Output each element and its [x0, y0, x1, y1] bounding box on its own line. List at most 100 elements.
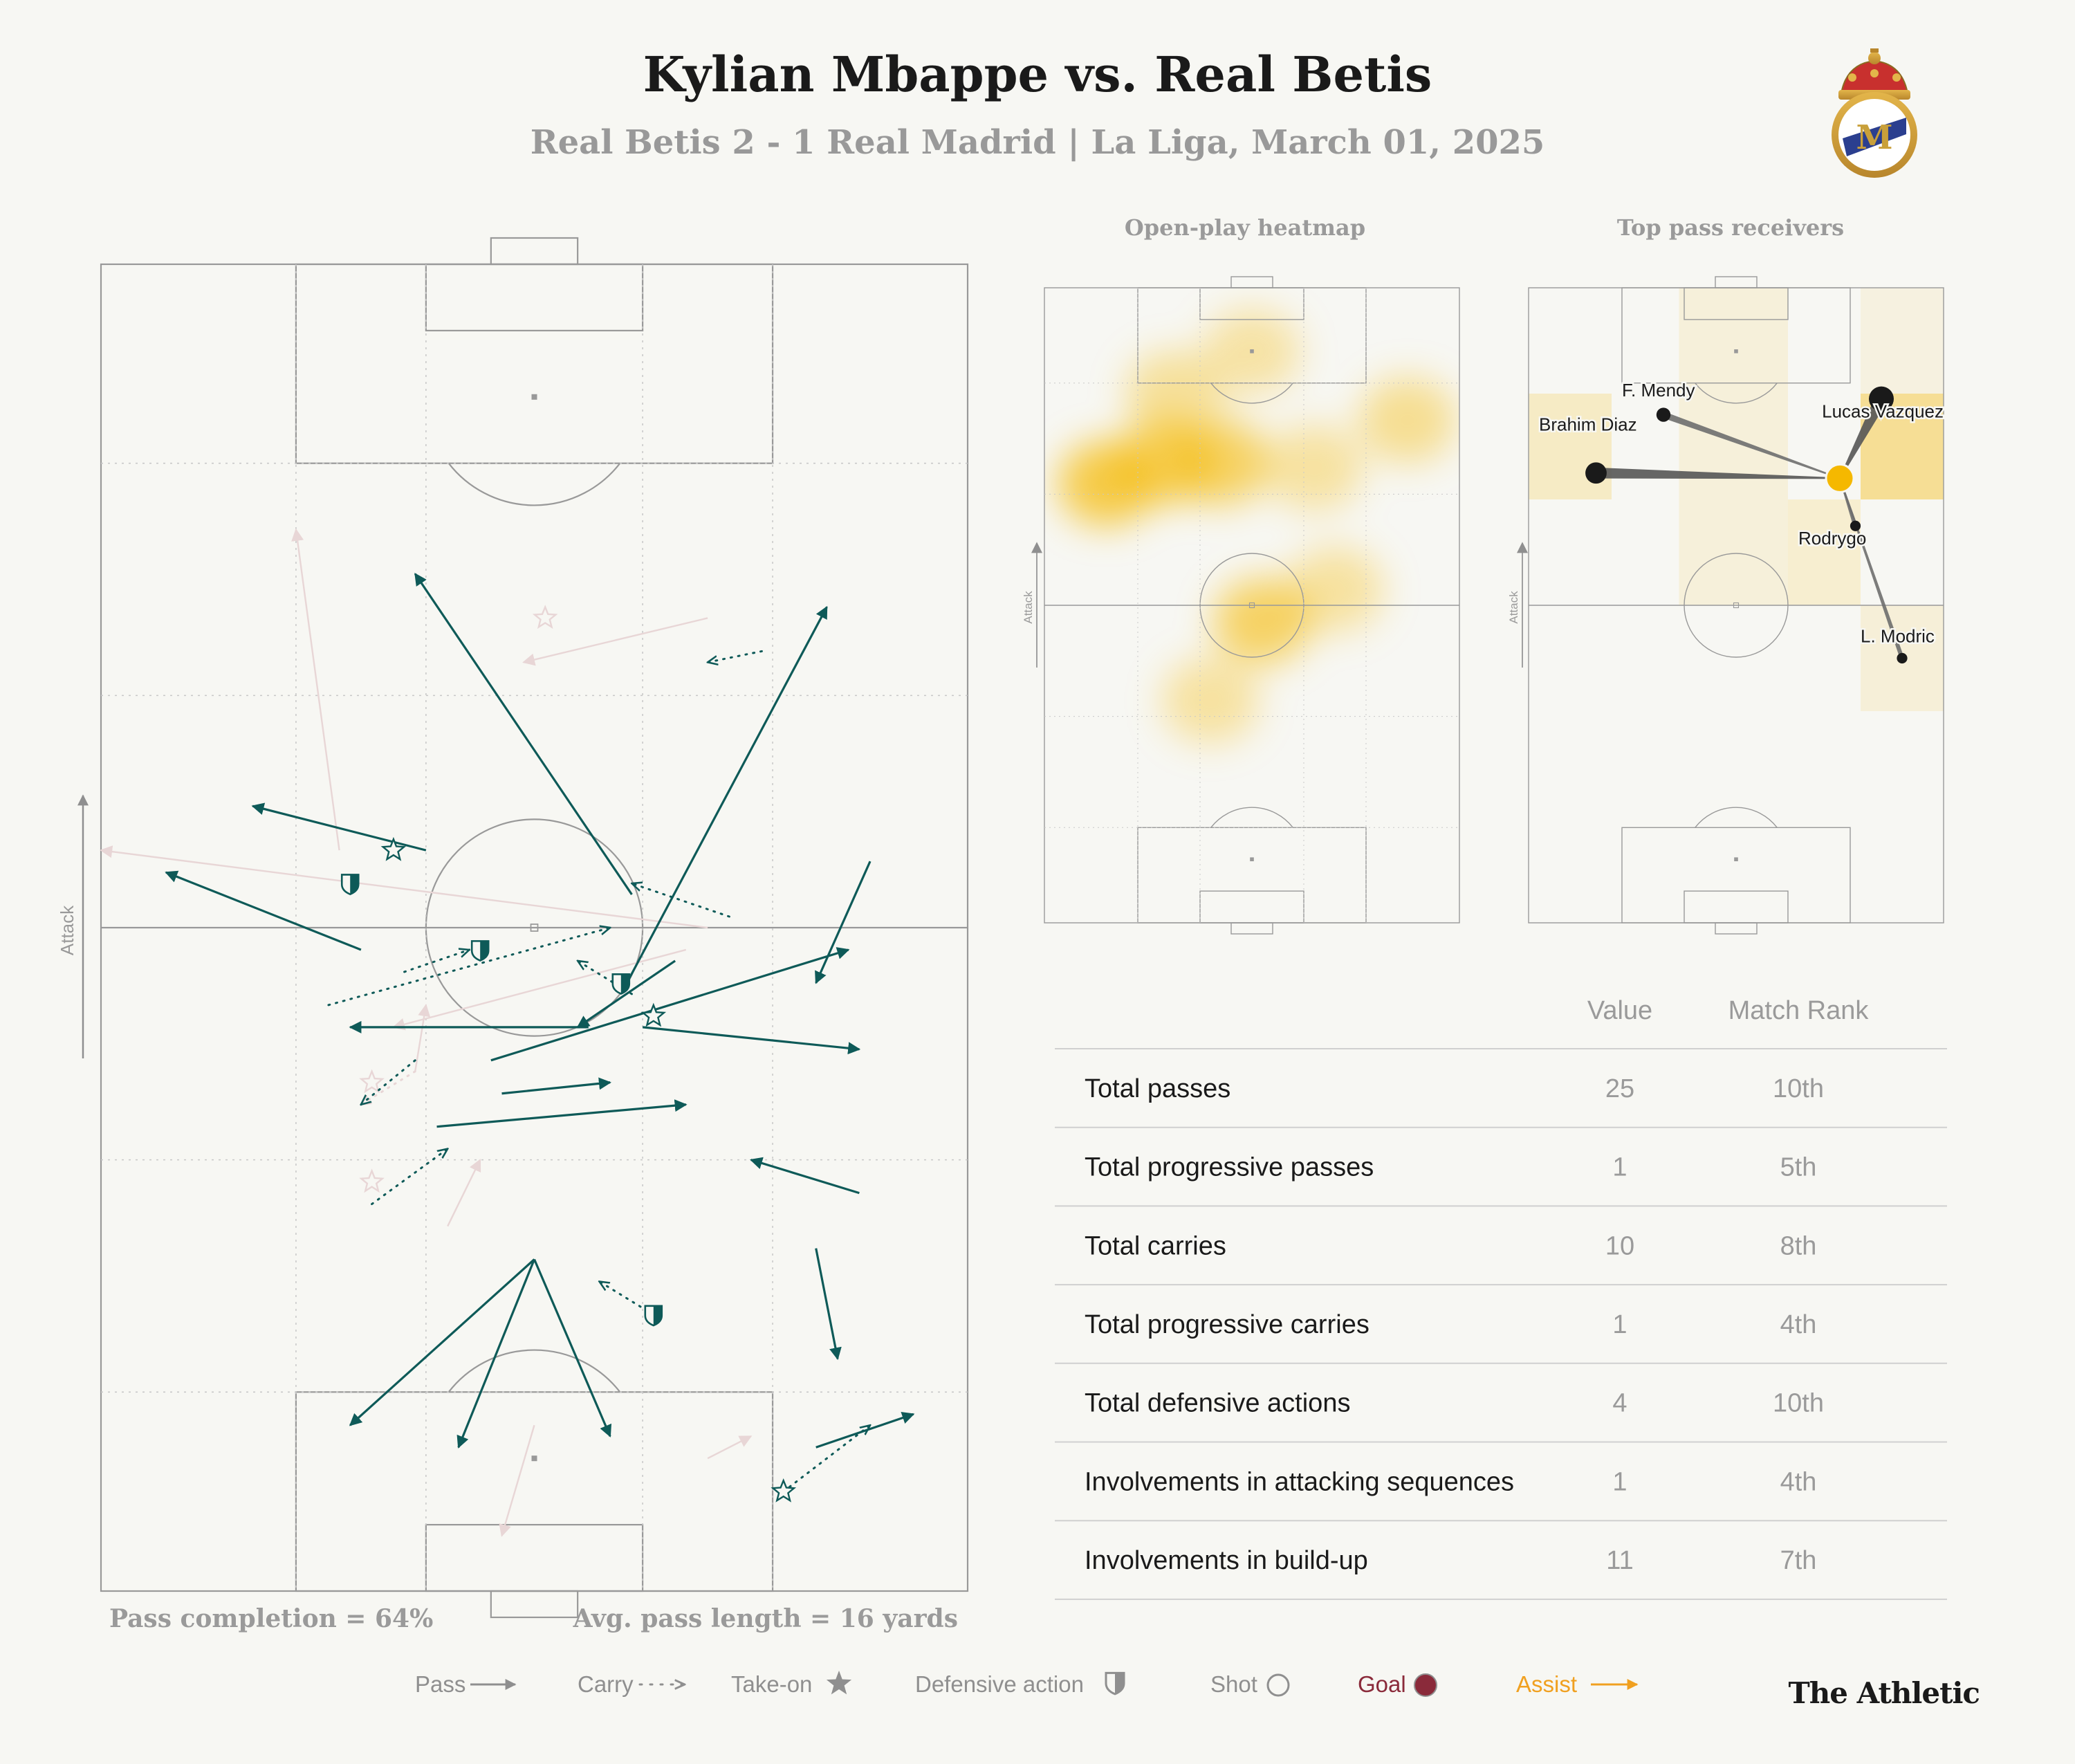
- avg-pass-length: Avg. pass length = 16 yards: [573, 1604, 958, 1633]
- pass-arrow: [349, 1258, 535, 1426]
- stat-value: 10: [1605, 1231, 1634, 1260]
- penalty-arc-top: [448, 463, 621, 506]
- carry-arrow: [782, 1425, 870, 1493]
- receivers-title: Top pass receivers: [1617, 214, 1844, 241]
- receiver-zone: [1861, 288, 1944, 394]
- carry-arrow: [599, 1281, 655, 1316]
- legend-shot: Shot: [1210, 1671, 1290, 1697]
- stat-label: Total defensive actions: [1085, 1389, 1350, 1418]
- pass-arrow: [815, 861, 872, 984]
- receiver-label: Brahim Diaz: [1539, 414, 1637, 435]
- take-on-star-icon: [359, 1069, 385, 1094]
- pass-arrow: [414, 1004, 431, 1072]
- stat-label: Total progressive carries: [1085, 1310, 1370, 1339]
- heat-blob: [1359, 377, 1456, 463]
- penalty-box-top: [295, 263, 774, 464]
- pass-arrow: [499, 1424, 535, 1537]
- receivers-attack-label: Attack: [1507, 591, 1520, 624]
- carry-arrow: [327, 928, 610, 1007]
- pass-arrow: [251, 802, 427, 852]
- receiver-zone: [1679, 288, 1788, 605]
- pass-arrow: [576, 959, 676, 1029]
- brand-logo: The Athletic: [1788, 1676, 1980, 1710]
- stat-rank: 10th: [1773, 1074, 1824, 1103]
- take-on-star-icon: [359, 1168, 385, 1193]
- carry-arrow: [708, 650, 763, 662]
- heat-blob: [1266, 425, 1363, 511]
- legend-pass-label: Pass: [415, 1671, 465, 1697]
- stat-rank: 5th: [1780, 1153, 1817, 1182]
- stat-rank: 8th: [1780, 1231, 1817, 1260]
- attack-label: Attack: [57, 905, 77, 955]
- take-on-star-icon: [380, 836, 407, 861]
- receiver-node: [1850, 520, 1861, 531]
- stat-label: Involvements in build-up: [1085, 1546, 1368, 1575]
- receiver-node: [1585, 462, 1607, 484]
- pass-arrow: [750, 1157, 860, 1195]
- event-layer: [100, 528, 915, 1537]
- legend-carry: Carry: [578, 1671, 685, 1697]
- legend-defensive-label: Defensive action: [915, 1671, 1084, 1697]
- receiver-label: Rodrygo: [1798, 528, 1866, 549]
- legend-star-icon: [826, 1671, 852, 1695]
- pass-arrow: [501, 1077, 611, 1095]
- penalty-box-bottom: [1621, 827, 1851, 924]
- receiver-node: [1869, 386, 1894, 412]
- stats-table: Value Match Rank Total passes 25 10thTotal…: [1055, 996, 1947, 1600]
- main-pitch: [100, 237, 969, 1619]
- pass-arrow: [414, 573, 633, 895]
- receiver-zone: [1529, 394, 1612, 499]
- legend-shield-icon: [1105, 1671, 1125, 1696]
- goal-bottom: [490, 1590, 579, 1619]
- heat-blob: [1214, 578, 1311, 664]
- stat-value: 1: [1612, 1467, 1627, 1496]
- pass-completion: Pass completion = 64%: [109, 1604, 433, 1633]
- pass-arrow: [490, 947, 850, 1062]
- penalty-arc-bottom: [1210, 807, 1293, 828]
- receiver-link: [1596, 467, 1841, 479]
- take-on-star-icon: [771, 1478, 797, 1503]
- svg-text:M: M: [1856, 118, 1892, 157]
- penalty-spot-top: [1734, 349, 1738, 353]
- pass-arrow: [620, 605, 828, 995]
- centre-spot: [1733, 602, 1740, 609]
- pass-arrow: [436, 1099, 688, 1128]
- penalty-spot-top: [1250, 349, 1254, 353]
- goal-top: [1230, 276, 1273, 288]
- penalty-box-bottom: [295, 1391, 774, 1592]
- stat-value: 4: [1612, 1389, 1627, 1418]
- stats-header-rank: Match Rank: [1728, 996, 1870, 1025]
- stat-label: Involvements in attacking sequences: [1085, 1467, 1514, 1496]
- penalty-arc-top: [1210, 383, 1293, 404]
- receiver-zone: [1788, 499, 1861, 605]
- pass-arrow: [815, 1248, 842, 1361]
- defensive-shield-fill: [480, 941, 489, 961]
- receiver-link: [1662, 412, 1841, 479]
- goal-bottom: [1715, 922, 1758, 935]
- receiver-links: Brahim Diaz F. Mendy Lucas Vazquez Rodrygo L…: [1538, 378, 1946, 664]
- penalty-spot-bottom: [1250, 857, 1254, 861]
- page-subtitle: Real Betis 2 - 1 Real Madrid | La Liga, …: [531, 123, 1545, 162]
- take-on-star-icon: [640, 1002, 667, 1027]
- defensive-shield-fill: [620, 974, 629, 994]
- legend-defensive-action: Defensive action: [915, 1671, 1125, 1697]
- receiver-label: Lucas Vazquez: [1822, 401, 1944, 421]
- legend-assist: Assist: [1516, 1671, 1639, 1697]
- goal-top: [1715, 276, 1758, 288]
- centre-spot: [1248, 602, 1255, 609]
- defensive-shield-fill: [350, 874, 359, 894]
- pass-arrow: [815, 1411, 915, 1449]
- legend-shot-circle-icon: [1266, 1673, 1290, 1697]
- heat-blob: [1286, 546, 1383, 633]
- heatmap-title: Open-play heatmap: [1125, 214, 1365, 241]
- penalty-arc-bottom: [448, 1349, 621, 1393]
- stats-rows: Total passes 25 10th Total progressive pass…: [1055, 1048, 1947, 1600]
- receiver-label: F. Mendy: [1622, 380, 1695, 401]
- centre-circle: [1199, 553, 1304, 658]
- pass-arrow: [447, 1159, 481, 1227]
- stats-header-value: Value: [1587, 996, 1652, 1025]
- stat-label: Total carries: [1085, 1231, 1226, 1260]
- stat-label: Total progressive passes: [1085, 1153, 1374, 1182]
